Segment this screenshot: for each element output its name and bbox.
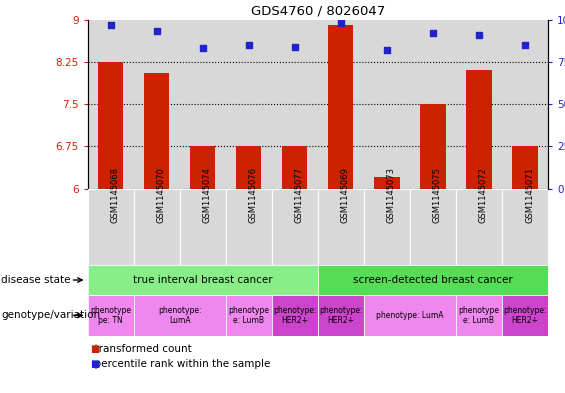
FancyBboxPatch shape bbox=[88, 295, 133, 336]
Text: GSM1145076: GSM1145076 bbox=[249, 167, 258, 223]
Text: GSM1145069: GSM1145069 bbox=[341, 167, 350, 223]
FancyBboxPatch shape bbox=[133, 189, 180, 265]
Bar bbox=[466, 70, 492, 189]
Text: phenotype
e: LumB: phenotype e: LumB bbox=[228, 306, 270, 325]
Text: phenotype:
HER2+: phenotype: HER2+ bbox=[503, 306, 547, 325]
Text: GSM1145071: GSM1145071 bbox=[525, 167, 534, 223]
Text: true interval breast cancer: true interval breast cancer bbox=[133, 275, 272, 285]
Text: disease state: disease state bbox=[1, 275, 71, 285]
Bar bbox=[318, 20, 364, 189]
FancyBboxPatch shape bbox=[364, 189, 410, 265]
Text: percentile rank within the sample: percentile rank within the sample bbox=[88, 358, 270, 369]
Text: GSM1145073: GSM1145073 bbox=[387, 167, 396, 223]
Bar bbox=[88, 20, 133, 189]
FancyBboxPatch shape bbox=[502, 295, 548, 336]
Point bbox=[520, 42, 529, 48]
Text: transformed count: transformed count bbox=[88, 343, 192, 354]
Bar bbox=[190, 146, 215, 189]
Text: GSM1145077: GSM1145077 bbox=[295, 167, 304, 223]
Bar bbox=[328, 25, 354, 189]
Point bbox=[428, 30, 437, 36]
Bar bbox=[456, 20, 502, 189]
Text: phenotype:
HER2+: phenotype: HER2+ bbox=[273, 306, 316, 325]
Text: phenotype:
HER2+: phenotype: HER2+ bbox=[319, 306, 363, 325]
Bar bbox=[144, 73, 169, 189]
Point bbox=[244, 42, 253, 48]
Bar bbox=[272, 20, 318, 189]
Bar bbox=[374, 177, 399, 189]
FancyBboxPatch shape bbox=[364, 295, 456, 336]
Text: screen-detected breast cancer: screen-detected breast cancer bbox=[353, 275, 513, 285]
Point bbox=[152, 28, 161, 35]
Text: ■: ■ bbox=[90, 343, 99, 354]
Text: GSM1145075: GSM1145075 bbox=[433, 167, 442, 223]
FancyBboxPatch shape bbox=[318, 295, 364, 336]
Point bbox=[198, 45, 207, 51]
Point bbox=[475, 32, 484, 38]
FancyBboxPatch shape bbox=[456, 189, 502, 265]
Bar bbox=[512, 146, 538, 189]
FancyBboxPatch shape bbox=[272, 295, 318, 336]
FancyBboxPatch shape bbox=[502, 189, 548, 265]
Bar bbox=[502, 20, 548, 189]
Bar bbox=[236, 146, 262, 189]
Text: phenotype
pe: TN: phenotype pe: TN bbox=[90, 306, 131, 325]
FancyBboxPatch shape bbox=[456, 295, 502, 336]
Text: GSM1145074: GSM1145074 bbox=[203, 167, 212, 223]
Text: GSM1145072: GSM1145072 bbox=[479, 167, 488, 223]
Point bbox=[336, 20, 345, 26]
Bar bbox=[420, 104, 446, 189]
Bar bbox=[133, 20, 180, 189]
Text: phenotype
e: LumB: phenotype e: LumB bbox=[458, 306, 499, 325]
Text: phenotype: LumA: phenotype: LumA bbox=[376, 311, 444, 320]
Text: GSM1145068: GSM1145068 bbox=[111, 167, 120, 223]
Point bbox=[106, 22, 115, 28]
FancyBboxPatch shape bbox=[410, 189, 456, 265]
FancyBboxPatch shape bbox=[318, 265, 548, 295]
Bar bbox=[226, 20, 272, 189]
FancyBboxPatch shape bbox=[318, 189, 364, 265]
FancyBboxPatch shape bbox=[225, 295, 272, 336]
Bar bbox=[410, 20, 456, 189]
Text: genotype/variation: genotype/variation bbox=[1, 310, 100, 320]
Bar bbox=[282, 146, 307, 189]
FancyBboxPatch shape bbox=[226, 189, 272, 265]
FancyBboxPatch shape bbox=[272, 189, 318, 265]
FancyBboxPatch shape bbox=[88, 189, 133, 265]
FancyBboxPatch shape bbox=[133, 295, 225, 336]
Title: GDS4760 / 8026047: GDS4760 / 8026047 bbox=[251, 4, 385, 17]
Bar bbox=[98, 62, 123, 189]
Text: phenotype:
LumA: phenotype: LumA bbox=[158, 306, 201, 325]
Text: GSM1145070: GSM1145070 bbox=[157, 167, 166, 223]
FancyBboxPatch shape bbox=[180, 189, 226, 265]
Point bbox=[290, 44, 299, 50]
FancyBboxPatch shape bbox=[88, 265, 318, 295]
Bar bbox=[180, 20, 225, 189]
Bar bbox=[364, 20, 410, 189]
Point bbox=[383, 47, 392, 53]
Text: ■: ■ bbox=[90, 358, 99, 369]
